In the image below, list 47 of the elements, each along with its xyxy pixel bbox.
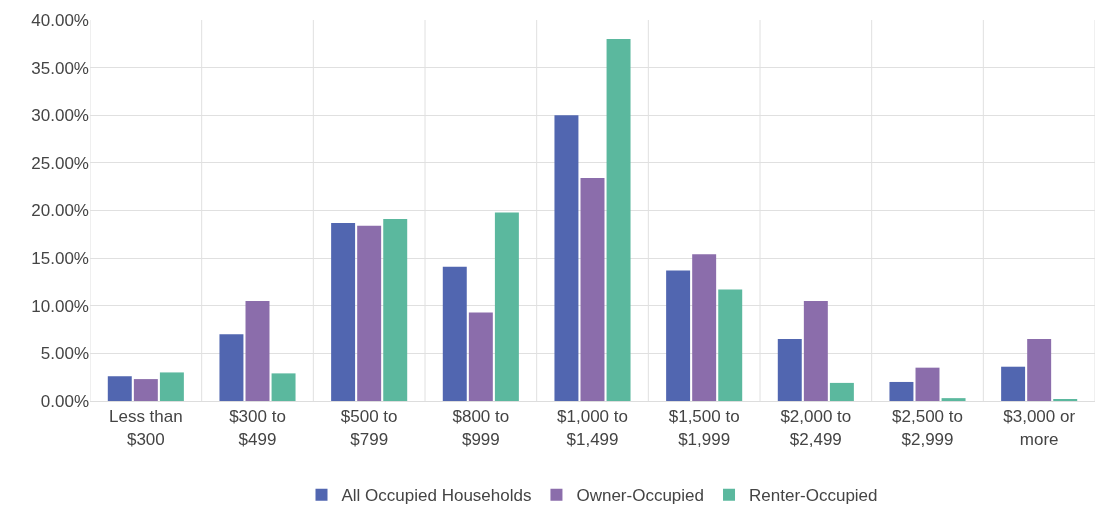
y-tick-label: 10.00% bbox=[31, 296, 89, 316]
bar bbox=[331, 222, 356, 401]
legend-label: All Occupied Households bbox=[341, 486, 532, 506]
x-tick-label: Less than $300 bbox=[108, 407, 183, 449]
y-tick-label: 25.00% bbox=[31, 153, 89, 173]
y-tick-label: 35.00% bbox=[31, 58, 89, 78]
y-tick-label: 40.00% bbox=[31, 10, 89, 30]
bar bbox=[666, 270, 691, 401]
bar bbox=[554, 115, 579, 401]
bar bbox=[494, 212, 519, 401]
y-tick-label: 30.00% bbox=[31, 106, 89, 126]
bar bbox=[357, 225, 382, 401]
bar bbox=[442, 266, 467, 401]
bar bbox=[468, 312, 493, 401]
bar bbox=[692, 254, 717, 401]
x-tick-label: $1,000 to $1,499 bbox=[557, 407, 628, 449]
bar bbox=[829, 382, 854, 401]
bar bbox=[219, 334, 244, 401]
x-tick-label: $3,000 or more bbox=[1003, 407, 1076, 449]
bar bbox=[133, 379, 158, 401]
bar bbox=[383, 219, 408, 401]
bar bbox=[271, 373, 296, 401]
x-tick-label: $300 to $499 bbox=[229, 407, 286, 449]
bar bbox=[718, 289, 743, 401]
y-tick-label: 5.00% bbox=[40, 344, 89, 364]
bar bbox=[606, 39, 631, 401]
bar bbox=[245, 300, 270, 401]
legend-label: Renter-Occupied bbox=[749, 486, 878, 506]
bar bbox=[777, 339, 802, 401]
bar bbox=[580, 178, 605, 401]
x-tick-label: $800 to $999 bbox=[452, 407, 510, 449]
x-tick-label: $2,500 to $2,999 bbox=[892, 407, 963, 449]
bar bbox=[1001, 366, 1026, 401]
bar bbox=[889, 381, 914, 401]
bar bbox=[915, 367, 940, 401]
bar bbox=[941, 398, 966, 401]
x-tick-label: $500 to $799 bbox=[340, 407, 398, 449]
y-tick-label: 0.00% bbox=[40, 391, 89, 411]
bar bbox=[1027, 339, 1052, 401]
y-tick-label: 20.00% bbox=[31, 201, 89, 221]
bar bbox=[159, 372, 184, 401]
x-tick-label: $1,500 to $1,999 bbox=[668, 407, 740, 449]
x-tick-label: $2,000 to $2,499 bbox=[780, 407, 852, 449]
bar bbox=[107, 376, 132, 401]
legend-label: Owner-Occupied bbox=[576, 486, 705, 506]
y-tick-label: 15.00% bbox=[31, 249, 89, 269]
bar bbox=[803, 300, 828, 401]
